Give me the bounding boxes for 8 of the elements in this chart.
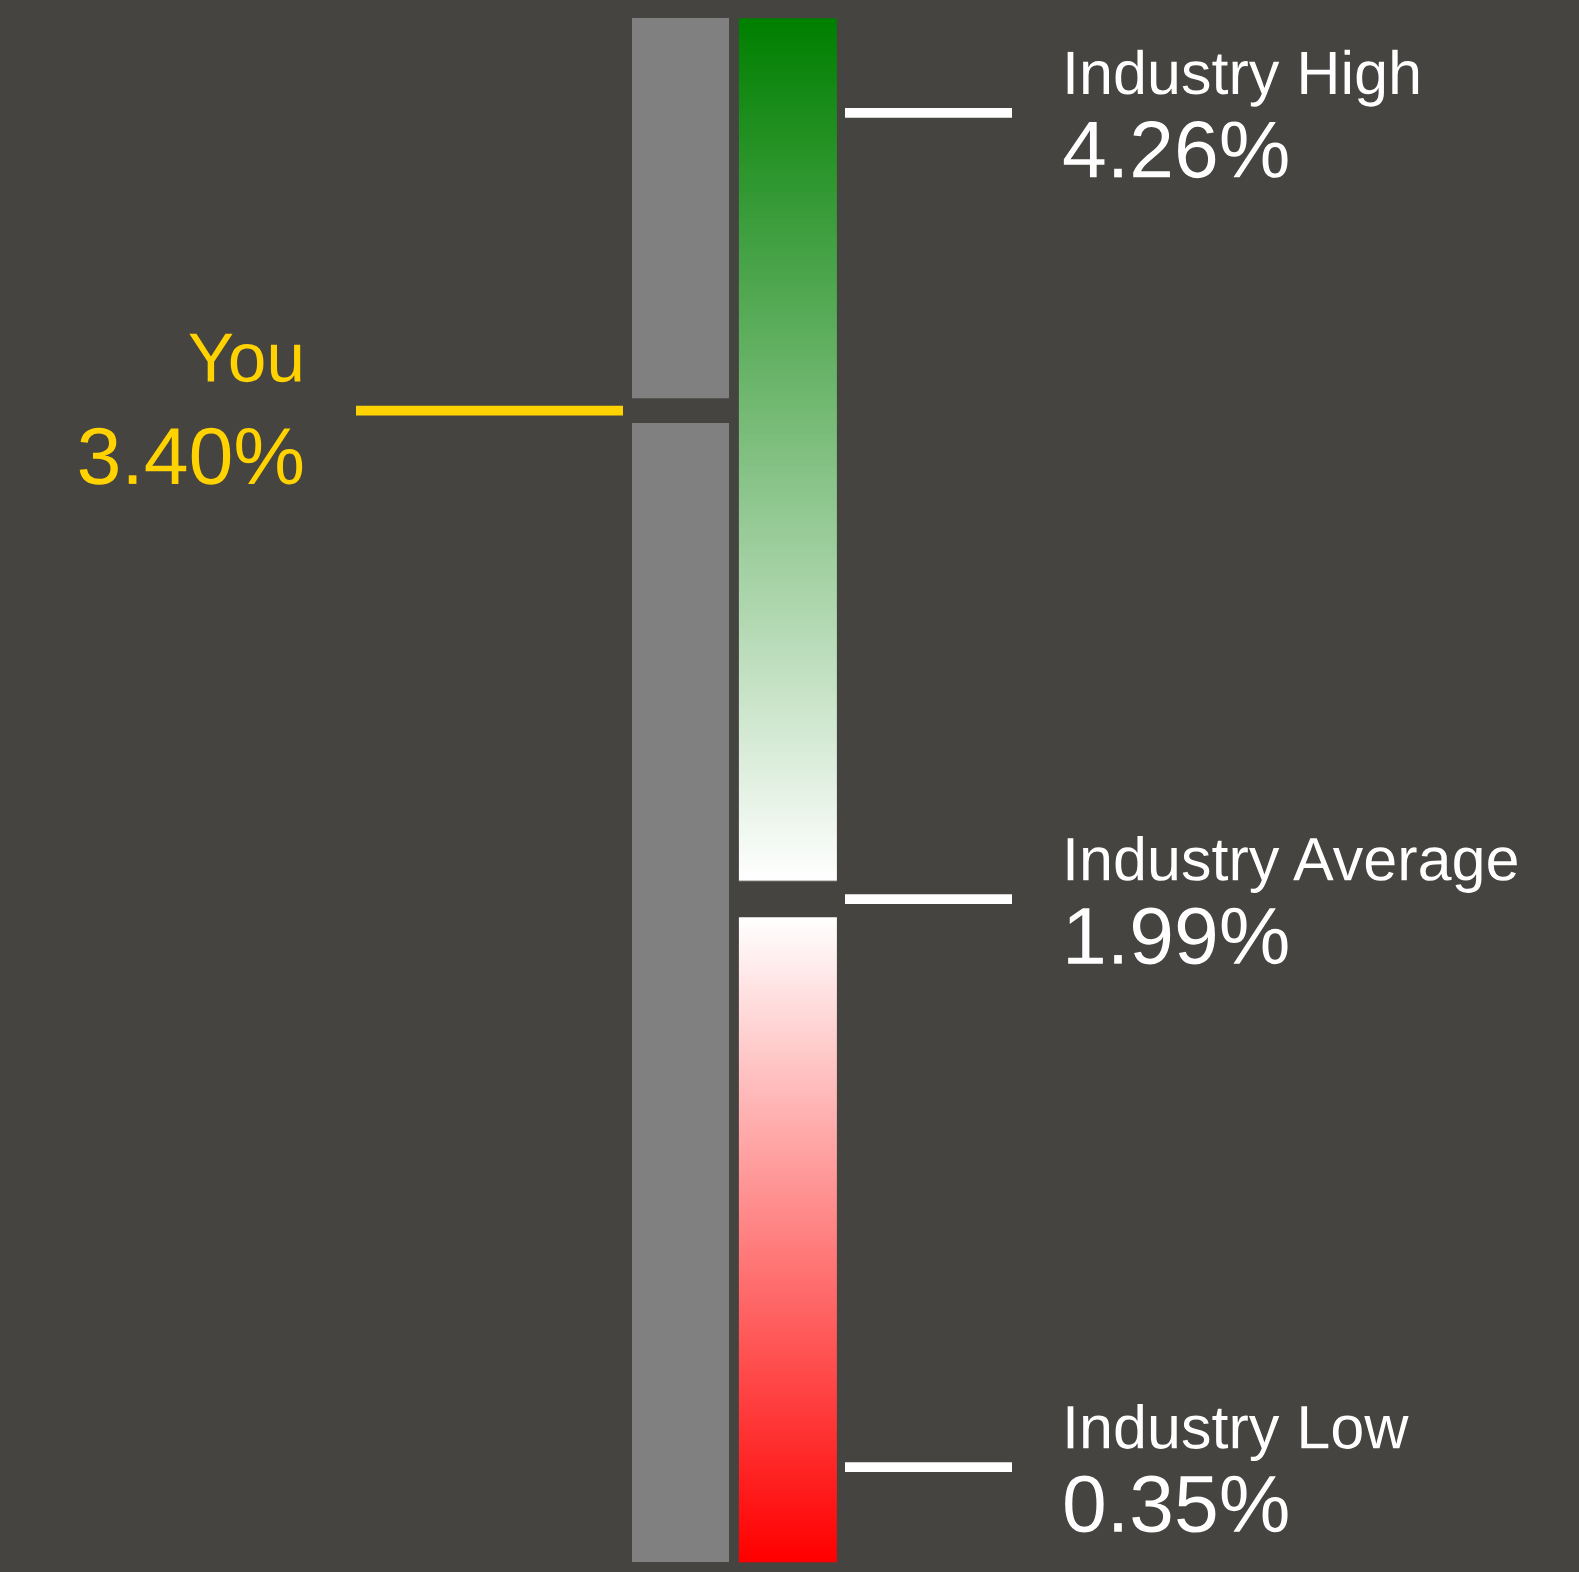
category-label: Industry Average — [1067, 835, 1517, 893]
category-label: Industry High — [1067, 49, 1419, 107]
data-label: 4.26% — [1063, 121, 1288, 179]
category-label: You — [189, 333, 301, 383]
data-label: 1.99% — [1068, 907, 1288, 965]
data-label: 3.40% — [79, 427, 303, 485]
category-label: Industry Low — [1067, 1404, 1409, 1462]
data-label: 0.35% — [1065, 1475, 1288, 1533]
